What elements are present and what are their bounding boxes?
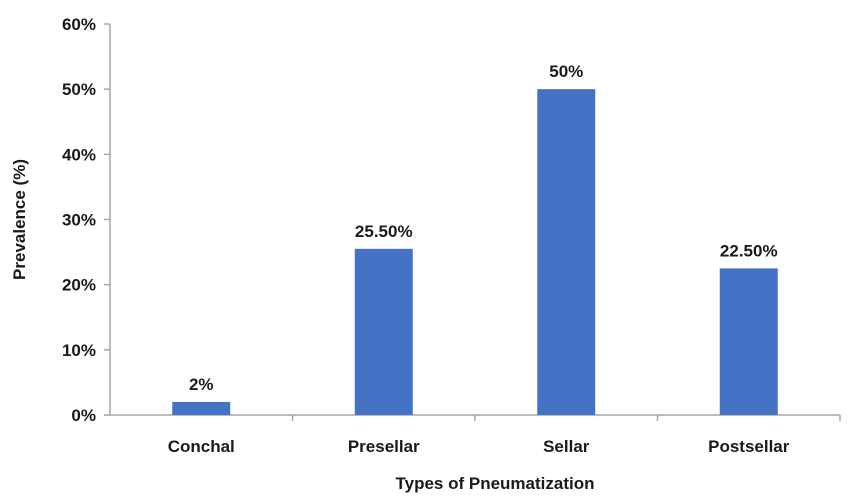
bar-sellar <box>537 89 595 415</box>
y-axis-title: Prevalence (%) <box>10 159 29 280</box>
x-category-label-postsellar: Postsellar <box>708 437 790 456</box>
bar-conchal <box>172 402 230 415</box>
y-tick-label: 60% <box>62 15 96 34</box>
data-label-postsellar: 22.50% <box>720 241 778 260</box>
y-tick-label: 30% <box>62 211 96 230</box>
y-tick-label: 20% <box>62 276 96 295</box>
data-label-conchal: 2% <box>189 375 214 394</box>
y-tick-label: 40% <box>62 145 96 164</box>
x-axis-title: Types of Pneumatization <box>396 474 595 493</box>
data-label-presellar: 25.50% <box>355 222 413 241</box>
x-category-label-sellar: Sellar <box>543 437 590 456</box>
bar-presellar <box>355 249 413 415</box>
data-label-sellar: 50% <box>549 62 583 81</box>
x-category-label-conchal: Conchal <box>168 437 235 456</box>
y-axis-ticks: 0% 10% 20% 30% 40% 50% 60% <box>62 15 110 425</box>
y-tick-label: 50% <box>62 80 96 99</box>
data-labels: 2% 25.50% 50% 22.50% <box>189 62 778 394</box>
x-category-label-presellar: Presellar <box>348 437 420 456</box>
bar-postsellar <box>720 268 778 415</box>
bars <box>172 89 778 415</box>
y-tick-label: 0% <box>71 406 96 425</box>
x-axis-categories: Conchal Presellar Sellar Postsellar <box>168 415 840 456</box>
y-tick-label: 10% <box>62 341 96 360</box>
